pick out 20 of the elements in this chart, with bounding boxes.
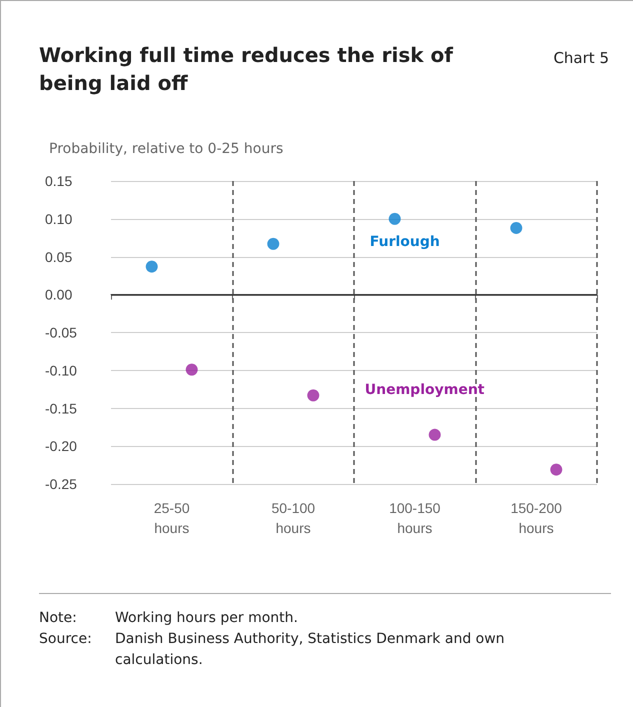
text: Source: Danish Business Authority, Statistics Denmark and own calculations. <box>39 631 505 668</box>
y-tick-label: -0.05 <box>45 324 78 340</box>
x-tick-label: 100-150 hours <box>389 500 441 536</box>
x-tick-label: 25-50 hours <box>154 500 190 536</box>
caption: Chart 5 <box>553 49 609 67</box>
y-tick-label: -0.20 <box>45 438 78 454</box>
x-tick-label: 50-100 hours <box>271 500 316 536</box>
text: Unemployment <box>364 382 485 398</box>
text: Note: Working hours per month. <box>39 610 298 626</box>
x-tick-label: 150-200 hours <box>510 500 562 536</box>
y-tick-label: -0.25 <box>45 476 78 492</box>
chart-title: Working full time reduces the risk of being laid off <box>39 42 454 97</box>
y-axis-title: Probability, relative to 0-25 hours <box>49 141 284 157</box>
y-tick-label: -0.10 <box>45 362 78 378</box>
y-tick-label: 0.00 <box>45 286 72 303</box>
y-tick-label: -0.15 <box>45 400 78 416</box>
y-tick-label: 0.05 <box>45 248 72 265</box>
series-label: Furlough <box>370 234 440 250</box>
y-tick-label: 0.15 <box>45 173 72 189</box>
y-tick-label: 0.10 <box>45 210 72 227</box>
